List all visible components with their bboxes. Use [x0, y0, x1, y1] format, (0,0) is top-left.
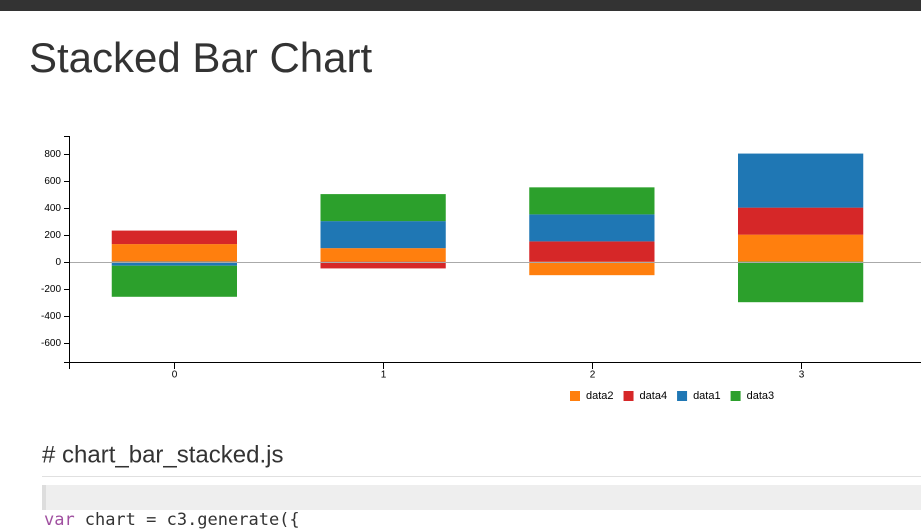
code-heading: # chart_bar_stacked.js	[42, 441, 283, 468]
bar-segment	[111, 265, 237, 297]
legend-swatch	[677, 391, 688, 401]
legend-label: data1	[693, 390, 721, 402]
y-tick-label: -200	[41, 284, 61, 295]
code-toolbar-edge	[42, 485, 46, 510]
legend-label: data2	[586, 390, 614, 402]
legend-label: data3	[747, 390, 775, 402]
legend-swatch	[570, 391, 580, 401]
y-tick-label: 600	[44, 176, 61, 187]
code-keyword: var	[44, 510, 75, 530]
page-title: Stacked Bar Chart	[29, 34, 372, 81]
bar-segment	[738, 207, 864, 235]
x-tick-label: 2	[590, 370, 596, 381]
top-bar	[0, 0, 921, 11]
bar-segment	[111, 230, 237, 245]
y-tick-label: -400	[41, 311, 61, 322]
bar-segment	[529, 187, 655, 215]
bar-segment	[529, 214, 655, 242]
y-tick-label: 0	[55, 257, 61, 268]
y-tick-label: 800	[44, 149, 61, 160]
y-tick-label: 400	[44, 203, 61, 214]
bar-segment	[738, 234, 864, 262]
chart: -600 -400 -200 0 200 400 600 800 0 1 2 3 data2 data4 d…	[41, 136, 921, 402]
x-tick-label: 3	[799, 370, 805, 381]
code-line: var chart = c3.generate({	[44, 510, 300, 530]
code-toolbar	[42, 485, 921, 510]
legend-swatch	[623, 391, 634, 401]
y-tick-label: -600	[41, 338, 61, 349]
bar-segment	[738, 261, 864, 303]
bar-segment	[738, 153, 864, 208]
x-tick-label: 0	[172, 370, 178, 381]
bar-segment	[111, 261, 237, 266]
legend-label: data4	[640, 390, 668, 402]
x-tick-label: 1	[381, 370, 387, 381]
code-text: chart = c3.generate({	[85, 510, 300, 530]
bar-segment	[529, 261, 655, 276]
bar-segment	[320, 261, 446, 269]
legend-swatch	[730, 391, 741, 401]
y-tick-label: 200	[44, 230, 61, 241]
bar-segment	[320, 221, 446, 249]
bar-segment	[320, 194, 446, 222]
bar-segment	[320, 248, 446, 262]
bar-segment	[111, 244, 237, 262]
bar-segment	[529, 241, 655, 262]
